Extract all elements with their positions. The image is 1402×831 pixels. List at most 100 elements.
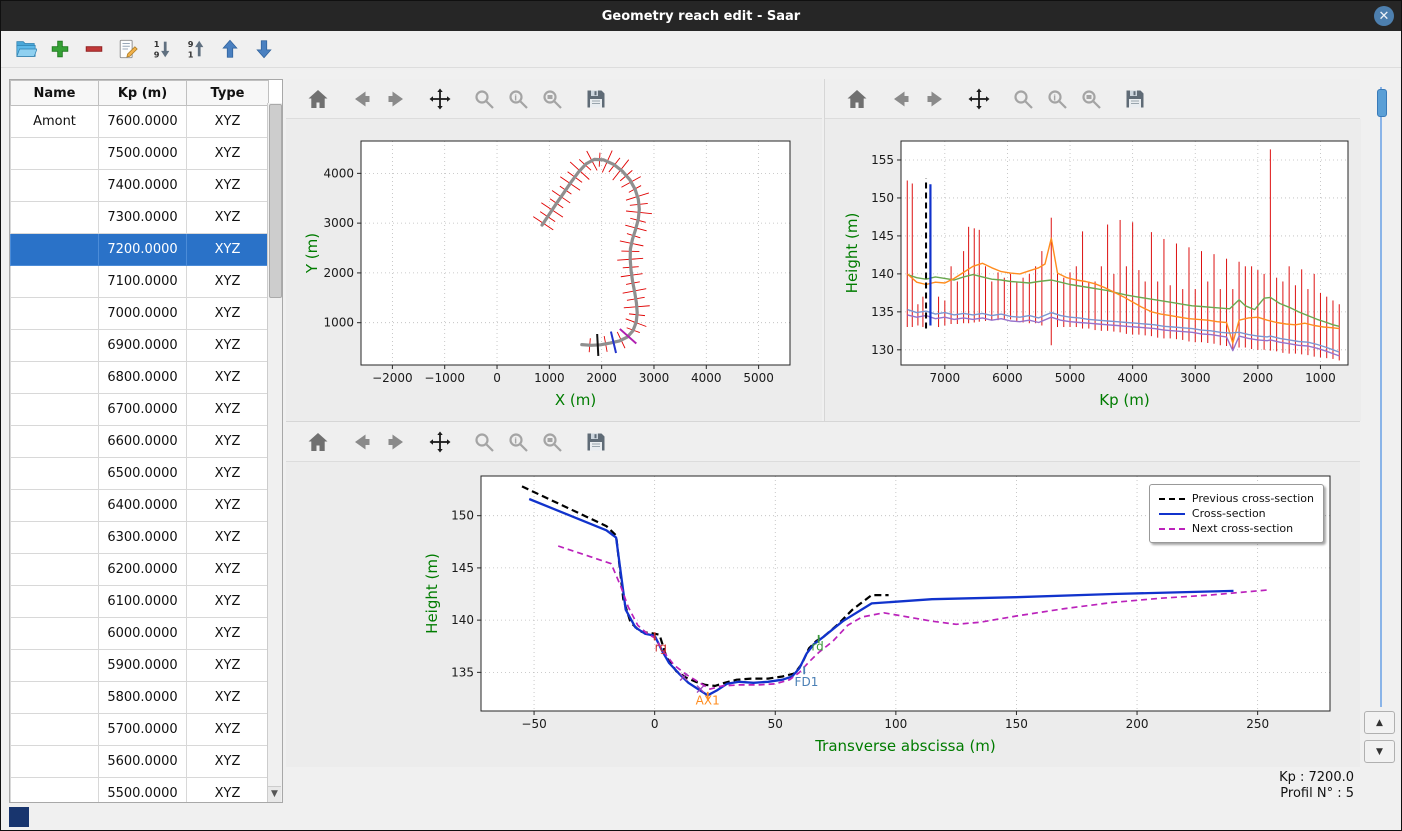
svg-text:135: 135 xyxy=(451,665,474,679)
profile-slider[interactable] xyxy=(1377,87,1387,707)
table-row[interactable]: 6900.0000 XYZ xyxy=(10,329,269,362)
table-row[interactable]: 6300.0000 XYZ xyxy=(10,521,269,554)
table-row[interactable]: 7300.0000 XYZ xyxy=(10,201,269,234)
pan-icon[interactable] xyxy=(426,428,454,456)
save-icon[interactable] xyxy=(582,85,610,113)
forward-icon[interactable] xyxy=(382,85,410,113)
column-header-kp-m[interactable]: Kp (m) xyxy=(98,80,187,106)
close-button[interactable]: ✕ xyxy=(1374,6,1394,26)
add-cross-section-icon[interactable] xyxy=(47,36,73,62)
table-row[interactable]: 6400.0000 XYZ xyxy=(10,489,269,522)
svg-text:Height (m): Height (m) xyxy=(423,553,441,634)
cell-name xyxy=(10,233,99,266)
table-row[interactable]: 7200.0000 XYZ xyxy=(10,233,269,266)
cell-kp: 6100.0000 xyxy=(98,585,187,618)
open-file-icon[interactable] xyxy=(13,36,39,62)
move-down-icon[interactable] xyxy=(251,36,277,62)
cell-name xyxy=(10,649,99,682)
column-header-name[interactable]: Name xyxy=(10,80,99,106)
table-row[interactable]: 7500.0000 XYZ xyxy=(10,137,269,170)
svg-text:X (m): X (m) xyxy=(555,391,596,409)
table-scrollbar[interactable]: ▼ xyxy=(267,103,282,802)
edit-cross-section-icon[interactable] xyxy=(115,36,141,62)
table-row[interactable]: 6000.0000 XYZ xyxy=(10,617,269,650)
chart-legend[interactable]: Previous cross-section Cross-section Nex… xyxy=(1148,484,1324,543)
cell-kp: 7100.0000 xyxy=(98,265,187,298)
profile-slider-handle[interactable] xyxy=(1377,89,1387,117)
cell-type: XYZ xyxy=(186,201,269,234)
svg-text:FD1: FD1 xyxy=(795,675,819,689)
cell-name xyxy=(10,201,99,234)
zoom-icon[interactable] xyxy=(470,428,498,456)
remove-cross-section-icon[interactable] xyxy=(81,36,107,62)
table-row[interactable]: 5700.0000 XYZ xyxy=(10,713,269,746)
move-up-icon[interactable] xyxy=(217,36,243,62)
svg-text:1: 1 xyxy=(188,49,194,59)
cell-kp: 6200.0000 xyxy=(98,553,187,586)
table-row[interactable]: 7000.0000 XYZ xyxy=(10,297,269,330)
table-row[interactable]: 5800.0000 XYZ xyxy=(10,681,269,714)
zoom-icon[interactable] xyxy=(470,85,498,113)
svg-text:2000: 2000 xyxy=(323,266,354,280)
table-row[interactable]: 6100.0000 XYZ xyxy=(10,585,269,618)
home-icon[interactable] xyxy=(843,85,871,113)
table-row[interactable]: 6500.0000 XYZ xyxy=(10,457,269,490)
table-row[interactable]: Amont 7600.0000 XYZ xyxy=(10,105,269,138)
zoom-to-rect-icon[interactable] xyxy=(538,428,566,456)
table-row[interactable]: 7400.0000 XYZ xyxy=(10,169,269,202)
cell-name xyxy=(10,169,99,202)
svg-text:150: 150 xyxy=(871,191,894,205)
home-icon[interactable] xyxy=(304,428,332,456)
inspect-icon[interactable]: i xyxy=(504,85,532,113)
svg-text:250: 250 xyxy=(1246,717,1269,731)
status-readout: Kp : 7200.0 Profil N° : 5 xyxy=(1279,770,1354,802)
zoom-icon[interactable] xyxy=(1009,85,1037,113)
forward-icon[interactable] xyxy=(921,85,949,113)
back-icon[interactable] xyxy=(348,85,376,113)
home-icon[interactable] xyxy=(304,85,332,113)
next-profile-button[interactable]: ▼ xyxy=(1364,740,1395,763)
table-scrollbar-down-button[interactable]: ▼ xyxy=(268,786,281,802)
profile-slider-track[interactable] xyxy=(1380,87,1382,707)
table-row[interactable]: 7100.0000 XYZ xyxy=(10,265,269,298)
column-header-type[interactable]: Type xyxy=(186,80,269,106)
inspect-icon[interactable]: i xyxy=(1043,85,1071,113)
table-row[interactable]: 6200.0000 XYZ xyxy=(10,553,269,586)
titlebar[interactable]: Geometry reach edit - Saar ✕ xyxy=(1,1,1401,31)
pan-icon[interactable] xyxy=(426,85,454,113)
pan-icon[interactable] xyxy=(965,85,993,113)
table-row[interactable]: 5900.0000 XYZ xyxy=(10,649,269,682)
svg-text:i: i xyxy=(514,93,517,102)
table-row[interactable]: 5600.0000 XYZ xyxy=(10,745,269,778)
svg-text:135: 135 xyxy=(871,305,894,319)
svg-text:155: 155 xyxy=(871,153,894,167)
forward-icon[interactable] xyxy=(382,428,410,456)
back-icon[interactable] xyxy=(348,428,376,456)
svg-text:Y (m): Y (m) xyxy=(303,233,321,274)
previous-profile-button[interactable]: ▲ xyxy=(1364,711,1395,734)
zoom-to-rect-icon[interactable] xyxy=(538,85,566,113)
cell-type: XYZ xyxy=(186,745,269,778)
cell-kp: 6600.0000 xyxy=(98,425,187,458)
inspect-icon[interactable]: i xyxy=(504,428,532,456)
svg-text:200: 200 xyxy=(1126,717,1149,731)
table-row[interactable]: 6700.0000 XYZ xyxy=(10,393,269,426)
cell-name xyxy=(10,777,99,802)
zoom-to-rect-icon[interactable] xyxy=(1077,85,1105,113)
cross-section-chart[interactable]: rg AX1 FD1 rd −50 0 50 100 150 200 250 135 140 145 150… xyxy=(286,462,1360,767)
svg-text:7000: 7000 xyxy=(930,371,961,385)
plan-view-chart[interactable]: −2000 −1000 0 1000 2000 3000 4000 5000 1000 2000 3… xyxy=(286,119,822,421)
svg-text:AX1: AX1 xyxy=(696,694,720,708)
table-row[interactable]: 6800.0000 XYZ xyxy=(10,361,269,394)
long-profile-chart[interactable]: 7000 6000 5000 4000 3000 2000 1000 130 135 140 145… xyxy=(825,119,1361,421)
up-arrow-icon: ▲ xyxy=(1376,717,1383,728)
table-scrollbar-thumb[interactable] xyxy=(269,104,282,298)
save-icon[interactable] xyxy=(1121,85,1149,113)
save-icon[interactable] xyxy=(582,428,610,456)
table-row[interactable]: 5500.0000 XYZ xyxy=(10,777,269,802)
back-icon[interactable] xyxy=(887,85,915,113)
table-row[interactable]: 6600.0000 XYZ xyxy=(10,425,269,458)
